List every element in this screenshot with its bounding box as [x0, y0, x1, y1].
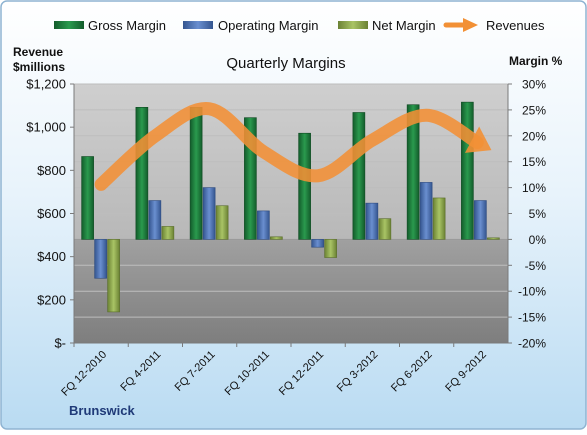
gross-margin-bar — [81, 156, 94, 240]
legend: Gross Margin Operating Margin Net Margin… — [54, 18, 545, 33]
legend-swatch-net-margin — [338, 21, 368, 29]
operating-margin-bar — [419, 182, 433, 240]
net-margin-bar — [324, 239, 337, 258]
y-right-tick-label: 15% — [522, 155, 546, 169]
legend-label-operating-margin: Operating Margin — [218, 18, 318, 33]
gross-margin-bar — [298, 132, 311, 240]
net-margin-bar — [270, 236, 283, 240]
operating-margin-bar — [311, 239, 324, 248]
operating-margin-bar — [365, 202, 379, 240]
gross-margin-bar — [406, 104, 420, 240]
y-left-tick-label: $1,200 — [26, 77, 66, 92]
chart-title: Quarterly Margins — [226, 55, 345, 72]
operating-margin-bar — [257, 210, 270, 240]
gross-margin-bar — [135, 107, 149, 240]
operating-margin-bar — [148, 200, 162, 240]
revenue-line-path — [94, 102, 484, 191]
y-right-tick-label: 0% — [529, 233, 547, 247]
y-right-tick-label: -5% — [525, 259, 547, 273]
operating-margin-bar — [202, 187, 216, 240]
net-margin-bar — [487, 237, 500, 240]
y-left-axis-title-line1: Revenue — [13, 45, 63, 59]
revenue-arrowhead — [464, 126, 492, 153]
revenue-line — [94, 102, 492, 191]
legend-label-net-margin: Net Margin — [372, 18, 436, 33]
y-right-tick-label: -20% — [518, 337, 546, 351]
y-left-tick-label: $200 — [37, 292, 66, 307]
legend-swatch-operating-margin — [183, 21, 213, 29]
gross-margin-bar — [189, 107, 203, 240]
y-right-tick-label: -10% — [518, 285, 546, 299]
legend-arrowhead-revenues — [463, 18, 478, 32]
legend-item-net-margin: Net Margin — [338, 18, 436, 33]
legend-swatch-gross-margin — [54, 21, 84, 29]
operating-margin-bar — [474, 200, 487, 240]
y-right-tick-label: 30% — [522, 78, 546, 92]
company-label: Brunswick — [69, 403, 136, 418]
legend-item-gross-margin: Gross Margin — [54, 18, 166, 33]
y-right-tick-label: 20% — [522, 129, 546, 143]
legend-label-revenues: Revenues — [486, 18, 545, 33]
net-margin-bar — [107, 239, 120, 313]
y-right-tick-label: 10% — [522, 181, 546, 195]
y-left-tick-label: $800 — [37, 163, 66, 178]
legend-label-gross-margin: Gross Margin — [88, 18, 166, 33]
legend-item-operating-margin: Operating Margin — [183, 18, 318, 33]
y-right-tick-label: -15% — [518, 311, 546, 325]
y-left-tick-label: $400 — [37, 249, 66, 264]
gross-margin-bar — [352, 112, 366, 240]
y-left-axis-title-line2: $millions — [13, 60, 65, 74]
operating-margin-bar — [94, 239, 107, 279]
net-margin-bar — [215, 205, 229, 240]
net-margin-bar — [432, 197, 446, 240]
net-margin-bar — [378, 218, 392, 240]
gross-margin-bar — [461, 101, 474, 240]
y-left-tick-label: $1,000 — [26, 120, 66, 135]
legend-item-revenues: Revenues — [443, 18, 545, 33]
y-right-tick-label: 25% — [522, 103, 546, 117]
y-left-tick-label: $600 — [37, 206, 66, 221]
y-right-axis-title: Margin % — [509, 54, 563, 68]
y-left-tick-label: $- — [54, 336, 66, 351]
y-right-tick-label: 5% — [529, 207, 547, 221]
net-margin-bar — [161, 226, 175, 240]
